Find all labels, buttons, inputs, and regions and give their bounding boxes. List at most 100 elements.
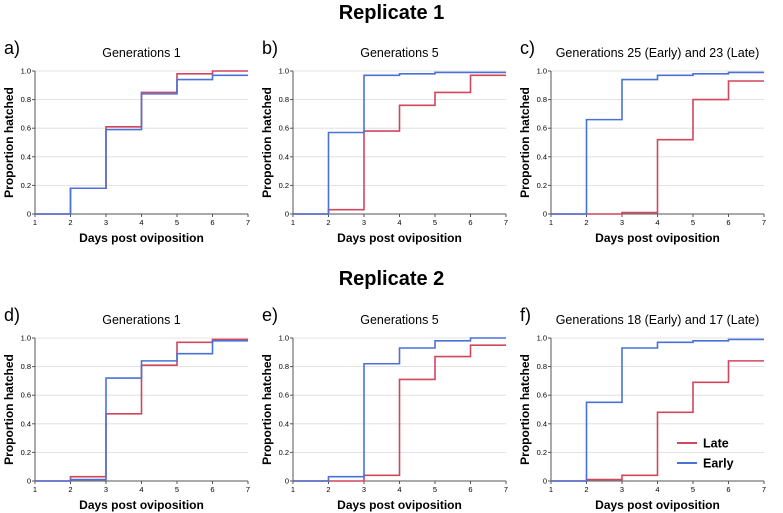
- x-tick-label: 5: [175, 218, 179, 227]
- panel-label: f): [520, 305, 531, 325]
- x-tick-label: 5: [691, 485, 695, 494]
- x-tick-label: 1: [33, 485, 37, 494]
- x-tick-label: 2: [584, 485, 588, 494]
- panel-title: Generations 25 (Early) and 23 (Late): [556, 46, 760, 60]
- panel-label: a): [4, 38, 20, 58]
- x-tick-label: 3: [620, 485, 624, 494]
- x-tick-label: 3: [104, 218, 108, 227]
- panel-label: d): [4, 305, 20, 325]
- y-tick-label: 1.0: [21, 334, 31, 343]
- series-line-early: [551, 338, 764, 482]
- x-tick-label: 1: [33, 218, 37, 227]
- x-tick-label: 2: [326, 485, 330, 494]
- x-axis-label: Days post oviposition: [595, 498, 720, 512]
- panel-title: Generations 1: [102, 46, 181, 60]
- y-tick-label: 0: [27, 477, 31, 486]
- x-axis-label: Days post oviposition: [79, 231, 204, 245]
- panel-f: f) Generations 18 (Early) and 17 (Late) 0 0…: [518, 305, 766, 512]
- x-tick-label: 2: [584, 218, 588, 227]
- y-tick-label: 1.0: [279, 334, 289, 343]
- y-tick-label: 0.4: [537, 152, 547, 161]
- y-tick-label: 0: [285, 210, 289, 219]
- x-tick-label: 4: [139, 485, 143, 494]
- legend: Late Early: [677, 437, 734, 471]
- y-tick-label: 0.8: [537, 95, 547, 104]
- panel-b: b) Generations 5 0 0.2 0.4 0.6 0.8 1.0 1 2 3 4 5 6 7 Da…: [260, 38, 508, 245]
- panel-label: e): [262, 305, 278, 325]
- series-line-early: [293, 71, 506, 215]
- x-tick-label: 4: [139, 218, 143, 227]
- x-tick-label: 7: [762, 218, 766, 227]
- y-tick-label: 0.8: [21, 362, 31, 371]
- y-axis-label: Proportion hatched: [2, 87, 16, 198]
- panel-d: d) Generations 1 0 0.2 0.4 0.6 0.8 1.0 1 2 3 4 5 6 7 Da…: [2, 305, 250, 512]
- y-tick-label: 0.4: [279, 419, 289, 428]
- y-tick-label: 0: [543, 210, 547, 219]
- y-tick-label: 1.0: [537, 67, 547, 76]
- y-axis-label: Proportion hatched: [260, 87, 274, 198]
- x-tick-label: 3: [104, 485, 108, 494]
- x-axis-label: Days post oviposition: [337, 498, 462, 512]
- y-tick-label: 0.6: [537, 391, 547, 400]
- y-tick-label: 0.2: [21, 448, 31, 457]
- x-tick-label: 3: [362, 218, 366, 227]
- x-tick-label: 7: [246, 218, 250, 227]
- x-tick-label: 6: [726, 218, 730, 227]
- y-axis-label: Proportion hatched: [518, 87, 532, 198]
- series-line-late: [551, 80, 764, 215]
- y-tick-label: 0.8: [21, 95, 31, 104]
- panel-title: Generations 5: [360, 313, 439, 327]
- series-line-early: [551, 71, 764, 215]
- x-tick-label: 7: [762, 485, 766, 494]
- series-line-early: [35, 74, 248, 215]
- x-tick-label: 2: [68, 485, 72, 494]
- y-tick-label: 0.2: [21, 181, 31, 190]
- x-tick-label: 5: [175, 485, 179, 494]
- series-line-late: [293, 74, 506, 215]
- x-tick-label: 6: [468, 218, 472, 227]
- y-tick-label: 1.0: [537, 334, 547, 343]
- y-tick-label: 0.4: [21, 419, 31, 428]
- y-tick-label: 0.6: [279, 391, 289, 400]
- y-axis-label: Proportion hatched: [518, 354, 532, 465]
- y-tick-label: 0: [27, 210, 31, 219]
- x-tick-label: 7: [246, 485, 250, 494]
- y-tick-label: 0.8: [279, 95, 289, 104]
- x-tick-label: 3: [620, 218, 624, 227]
- x-tick-label: 7: [504, 218, 508, 227]
- y-axis-label: Proportion hatched: [260, 354, 274, 465]
- x-tick-label: 5: [691, 218, 695, 227]
- replicate-2-title: Replicate 2: [338, 268, 445, 290]
- replicate-1-title: Replicate 1: [338, 2, 445, 24]
- x-tick-label: 4: [655, 218, 659, 227]
- y-tick-label: 0.4: [537, 419, 547, 428]
- y-tick-label: 0.8: [537, 362, 547, 371]
- x-axis-label: Days post oviposition: [337, 231, 462, 245]
- y-tick-label: 0: [285, 477, 289, 486]
- x-tick-label: 3: [362, 485, 366, 494]
- legend-label-early: Early: [703, 457, 734, 471]
- y-tick-label: 0.6: [21, 124, 31, 133]
- y-tick-label: 1.0: [279, 67, 289, 76]
- series-line-early: [35, 340, 248, 482]
- x-tick-label: 6: [210, 485, 214, 494]
- y-tick-label: 0.4: [21, 152, 31, 161]
- x-tick-label: 1: [549, 485, 553, 494]
- x-tick-label: 2: [68, 218, 72, 227]
- y-tick-label: 0.2: [537, 448, 547, 457]
- series-line-late: [293, 344, 506, 482]
- x-tick-label: 7: [504, 485, 508, 494]
- legend-label-late: Late: [703, 437, 729, 451]
- x-axis-label: Days post oviposition: [79, 498, 204, 512]
- x-tick-label: 6: [726, 485, 730, 494]
- x-tick-label: 1: [549, 218, 553, 227]
- x-tick-label: 1: [291, 218, 295, 227]
- x-tick-label: 4: [397, 218, 401, 227]
- panel-e: e) Generations 5 0 0.2 0.4 0.6 0.8 1.0 1 2 3 4 5 6 7 Da…: [260, 305, 508, 512]
- x-tick-label: 2: [326, 218, 330, 227]
- y-tick-label: 0.4: [279, 152, 289, 161]
- y-tick-label: 0.8: [279, 362, 289, 371]
- series-line-late: [35, 70, 248, 215]
